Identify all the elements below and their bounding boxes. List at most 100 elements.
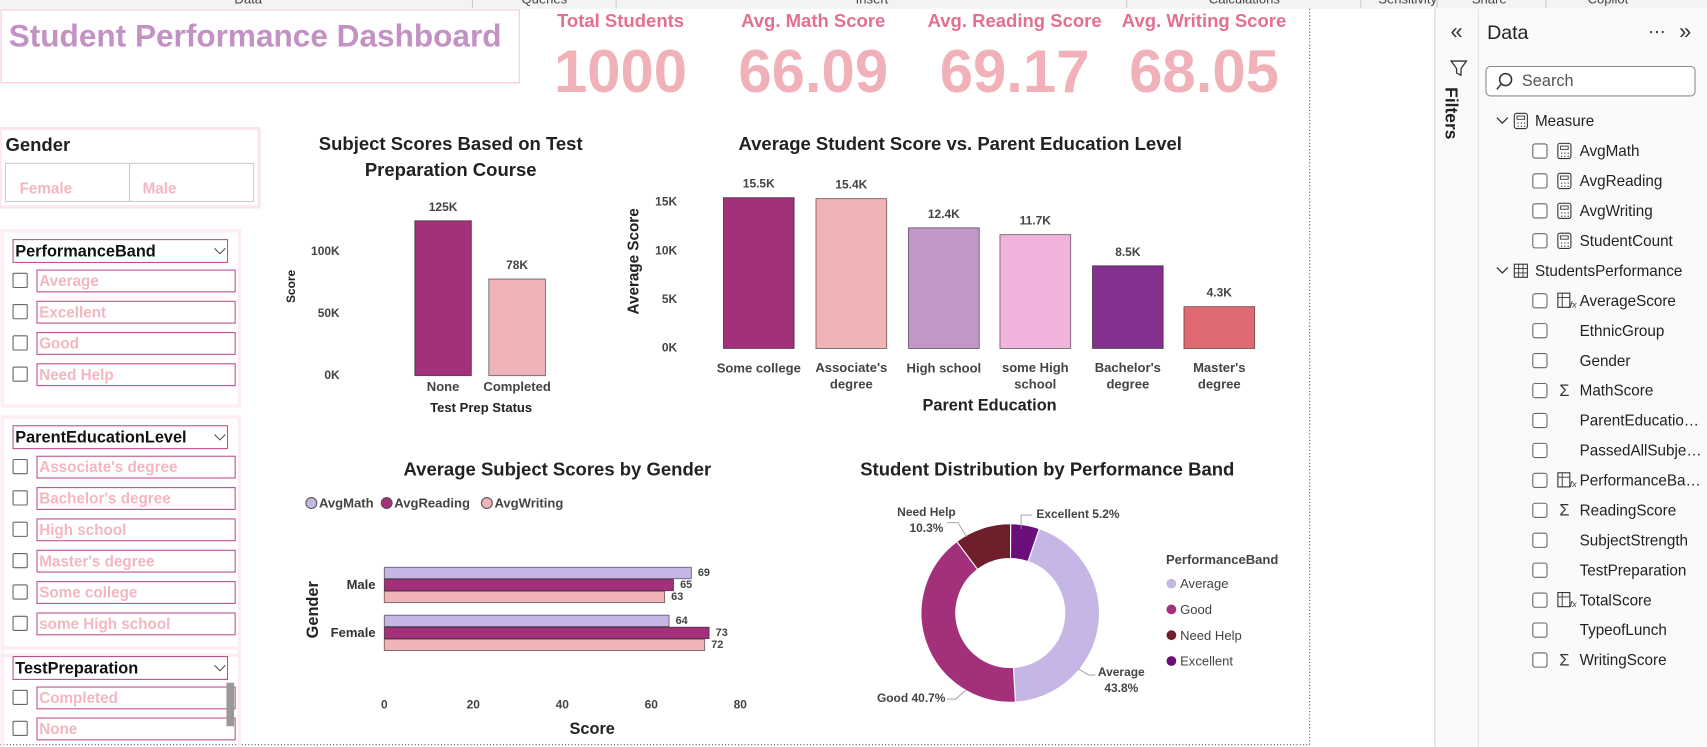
checkbox[interactable] (1532, 323, 1548, 339)
field-name[interactable]: AvgWriting (1580, 203, 1653, 220)
checkbox[interactable] (12, 490, 28, 506)
slicer-item[interactable]: Need Help (39, 367, 114, 384)
checkbox[interactable] (1532, 382, 1548, 399)
checkbox[interactable] (12, 615, 28, 631)
checkbox[interactable] (1532, 532, 1548, 548)
tree-chevron[interactable] (1496, 267, 1509, 274)
ribbon-tab[interactable]: Queries (521, 0, 567, 7)
checkbox[interactable] (12, 458, 28, 475)
slicer-header[interactable] (12, 239, 229, 264)
ribbon-tab[interactable]: Copilot (1588, 0, 1629, 7)
slicer-header[interactable] (12, 656, 229, 680)
dropdown-chevron[interactable] (214, 434, 226, 441)
field-name[interactable]: WritingScore (1580, 652, 1667, 669)
slicer-tile[interactable]: Female (20, 181, 73, 198)
search-box[interactable] (1485, 65, 1696, 97)
legend-label[interactable]: Need Help (1180, 628, 1242, 643)
slicer-item-box[interactable] (36, 269, 236, 293)
checkbox[interactable] (1532, 562, 1548, 578)
field-name[interactable]: Gender (1580, 353, 1631, 370)
legend-marker[interactable] (380, 497, 393, 510)
slicer-tile[interactable]: Male (143, 181, 177, 198)
slicer-item-box[interactable] (36, 717, 236, 741)
checkbox[interactable] (1532, 592, 1548, 608)
expand-icon[interactable]: » (1679, 19, 1691, 44)
checkbox[interactable] (1532, 442, 1548, 459)
field-name[interactable]: EthnicGroup (1580, 323, 1665, 340)
checkbox[interactable] (1532, 173, 1548, 189)
tree-chevron[interactable] (1496, 117, 1509, 125)
slicer-item[interactable]: Some college (39, 585, 137, 602)
slicer-item[interactable]: Average (39, 273, 99, 290)
checkbox[interactable] (12, 720, 28, 737)
field-name[interactable]: AverageScore (1580, 293, 1676, 310)
collapse-icon[interactable]: « (1451, 19, 1463, 44)
field-name[interactable]: StudentCount (1580, 233, 1674, 250)
checkbox[interactable] (1532, 143, 1548, 159)
field-name[interactable]: AvgReading (1580, 173, 1663, 190)
field-name[interactable]: MathScore (1580, 383, 1654, 400)
checkbox[interactable] (1532, 652, 1548, 668)
legend-label[interactable]: AvgReading (394, 496, 470, 511)
field-name[interactable]: SubjectStrength (1580, 532, 1688, 549)
slicer-item-box[interactable] (36, 363, 236, 387)
checkbox[interactable] (1532, 293, 1548, 309)
slicer-item-box[interactable] (36, 612, 236, 636)
field-name[interactable]: PerformanceBa… (1580, 473, 1701, 490)
slicer-item-box[interactable] (36, 686, 236, 710)
ribbon-tab[interactable]: Data (234, 0, 262, 7)
slicer-item[interactable]: None (39, 721, 77, 738)
slicer-item[interactable]: Associate's degree (39, 459, 177, 476)
slicer-item-box[interactable] (36, 581, 236, 604)
search-placeholder[interactable]: Search (1522, 72, 1574, 90)
checkbox[interactable] (1532, 502, 1548, 518)
slicer-item[interactable]: Master's degree (39, 553, 154, 570)
field-name[interactable]: AvgMath (1580, 143, 1640, 160)
ribbon-tab[interactable]: Insert (856, 0, 889, 7)
legend-label[interactable]: Average (1180, 576, 1228, 591)
field-name[interactable]: TypeofLunch (1580, 622, 1667, 639)
legend-marker[interactable] (305, 497, 318, 510)
field-name[interactable]: ParentEducatio… (1580, 413, 1699, 430)
slicer-item[interactable]: Completed (39, 690, 118, 707)
slicer-item[interactable]: Excellent (39, 304, 106, 321)
legend-label[interactable]: AvgMath (319, 496, 374, 511)
checkbox[interactable] (1532, 233, 1548, 249)
filters-title[interactable]: Filters (1441, 87, 1461, 139)
legend-marker[interactable] (480, 497, 493, 510)
checkbox[interactable] (12, 521, 28, 537)
slicer-header[interactable] (12, 425, 229, 450)
slicer-item[interactable]: High school (39, 522, 126, 539)
legend-label[interactable]: AvgWriting (494, 496, 563, 511)
slicer-item-box[interactable] (36, 300, 236, 324)
legend-marker[interactable] (1166, 656, 1177, 666)
ribbon-tab[interactable]: Sensitivity (1378, 0, 1437, 7)
checkbox[interactable] (12, 272, 28, 289)
slicer-item-box[interactable] (36, 332, 236, 355)
slicer-item-box[interactable] (36, 487, 236, 510)
checkbox[interactable] (12, 584, 28, 600)
table-name[interactable]: StudentsPerformance (1535, 263, 1682, 280)
field-name[interactable]: TotalScore (1580, 592, 1652, 609)
legend-label[interactable]: Excellent (1180, 654, 1233, 669)
checkbox[interactable] (12, 304, 28, 320)
slicer-item-box[interactable] (36, 518, 236, 542)
dropdown-chevron[interactable] (214, 247, 226, 255)
checkbox[interactable] (12, 553, 28, 569)
ribbon-tab[interactable]: Share (1472, 0, 1507, 7)
checkbox[interactable] (12, 335, 28, 351)
checkbox[interactable] (1532, 203, 1548, 219)
field-name[interactable]: PassedAllSubje… (1580, 443, 1702, 460)
checkbox[interactable] (1532, 353, 1548, 369)
legend-marker[interactable] (1166, 578, 1177, 589)
checkbox[interactable] (1532, 622, 1548, 638)
field-name[interactable]: ReadingScore (1580, 502, 1677, 519)
legend-label[interactable]: Good (1180, 602, 1212, 617)
table-name[interactable]: Measure (1535, 113, 1594, 130)
slicer-item-box[interactable] (36, 455, 236, 479)
more-icon[interactable]: ⋯ (1648, 21, 1665, 41)
ribbon-tab[interactable]: Calculations (1209, 0, 1281, 7)
slicer-item[interactable]: Good (39, 336, 79, 353)
slicer-item[interactable]: some High school (39, 616, 170, 633)
field-name[interactable]: TestPreparation (1580, 562, 1687, 579)
